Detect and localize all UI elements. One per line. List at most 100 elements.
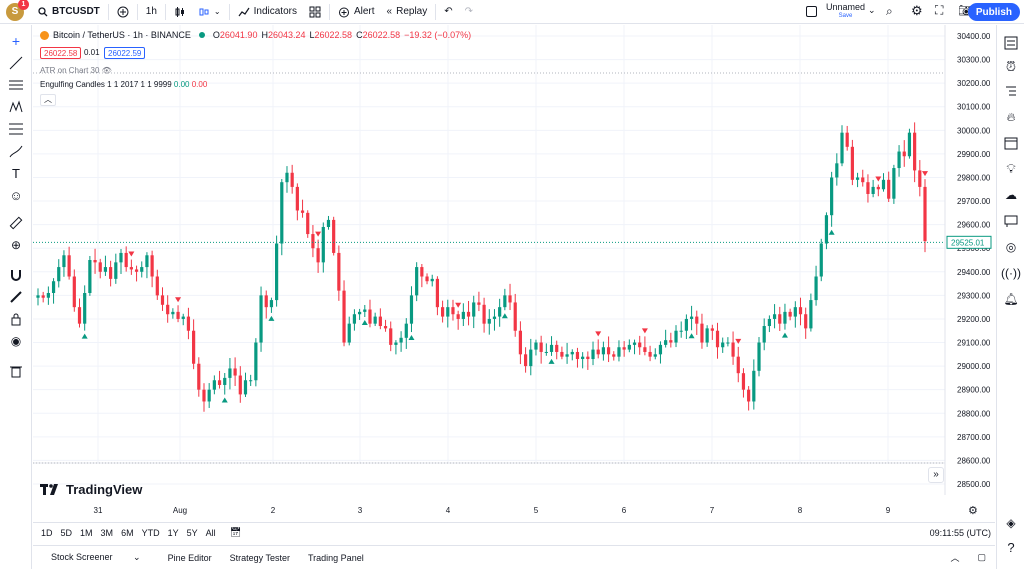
fullscreen-icon[interactable]: ⛶ [935,3,944,17]
tab-trading-panel[interactable]: Trading Panel [308,552,364,563]
maximize-panel-icon[interactable]: ▢ [977,552,986,562]
layout-name-button[interactable]: Unnamed Save [826,3,865,21]
candle-body [752,370,756,402]
timeframe-all[interactable]: All [205,527,216,538]
axis-settings-gear-icon[interactable]: ⚙ [968,505,978,517]
candle-body [498,307,502,317]
candle-body [731,342,735,357]
candle-body [119,252,123,263]
candle-body [741,373,746,390]
rewind-icon: « [386,6,393,17]
price-tick-label: 29300.00 [957,291,991,300]
alert-button[interactable]: Alert [332,0,381,24]
tab-strategy-tester[interactable]: Strategy Tester [229,552,290,563]
chart-type-button[interactable] [168,0,192,24]
price-tick-label: 29400.00 [957,268,991,277]
ruler-icon[interactable] [8,215,24,231]
candle-body [601,347,605,355]
timeframe-5d[interactable]: 5D [60,527,73,538]
scroll-to-realtime-button[interactable]: » [928,467,944,483]
timeframe-ytd[interactable]: YTD [141,527,160,538]
magnet-icon[interactable] [8,267,24,283]
atr-indicator-label[interactable]: ATR on Chart 30 👁︎ [40,66,112,75]
eye-icon[interactable]: ◉ [10,334,22,348]
notifications-bell-icon[interactable]: 🔔︎ [1003,292,1019,306]
candle-body [155,276,159,296]
trendline-icon[interactable] [8,55,24,71]
publish-button[interactable]: Publish [967,3,1020,21]
emoji-icon[interactable]: ☺ [9,187,23,203]
candle-body [326,219,331,227]
layout-chevron-icon[interactable]: ⌄ [868,5,876,15]
sell-price-box[interactable]: 26022.58 [40,47,82,59]
timeframe-5y[interactable]: 5Y [186,527,198,538]
compare-button[interactable] [111,0,135,24]
time-tick-label: 8 [798,506,803,515]
clock-label[interactable]: 09:11:55 (UTC) [929,527,991,538]
crosshair-icon[interactable]: + [11,33,21,49]
candle-body [300,210,305,213]
price-tick-label: 29200.00 [957,315,991,324]
brush-icon[interactable] [8,143,24,159]
timeframe-1y[interactable]: 1Y [167,527,179,538]
symbol-search-button[interactable]: BTCUSDT [32,0,106,24]
buy-price-box[interactable]: 26022.59 [104,47,146,59]
broadcast-icon[interactable]: ((·)) [1001,266,1021,280]
price-chart[interactable]: 30400.00 30300.00 30200.00 30100.00 30000.00… [33,25,995,520]
chat-icon[interactable] [1003,213,1019,229]
price-tick-label: 28700.00 [957,433,991,442]
pattern-icon[interactable] [8,99,24,115]
timeframe-1d[interactable]: 1D [41,527,53,538]
open-value: 26041.90 [219,30,258,40]
bearish-engulf-marker [175,297,182,303]
timeframe-6m[interactable]: 6M [121,527,134,538]
layers-icon[interactable]: ◈ [1006,516,1016,530]
fib-icon[interactable] [8,121,24,137]
watchlist-icon[interactable] [1003,35,1019,51]
interval-button[interactable]: 1h [145,6,157,17]
quick-search-icon[interactable]: ⌕ [886,4,893,18]
indicators-button[interactable]: Indicators [232,0,303,24]
bar-style-button[interactable]: ⌄ [192,0,227,24]
candle-body [835,163,839,178]
undo-button[interactable]: ↶ [438,0,458,24]
tab-pine-editor[interactable]: Pine Editor [167,552,212,563]
candle-body [202,389,206,402]
horizontal-lines-icon[interactable] [8,77,24,93]
eye-hidden-icon[interactable]: 👁︎ [101,66,112,75]
candle-body [492,316,497,319]
replay-button[interactable]: «Replay [381,0,434,24]
candle-body [88,260,92,294]
pencil-lock-icon[interactable] [8,289,24,305]
settings-gear-icon[interactable]: ⚙ [911,3,923,18]
alarm-clock-icon[interactable]: ⏰︎ [1005,59,1017,74]
zoom-in-icon[interactable]: ⊕ [10,238,22,252]
templates-button[interactable] [303,0,327,24]
bearish-engulf-marker [128,251,135,257]
goto-date-icon[interactable]: 📅︎ [229,527,242,537]
tab-stock-screener[interactable]: Stock Screener ⌄ [33,552,159,563]
text-tool-icon[interactable]: T [12,165,20,181]
widget-toolbar: ⏰︎ 🔥︎ 💡︎ ☁ ◎ ((·)) 🔔︎ ◈ ? [996,25,1024,569]
candle-body [913,132,917,171]
candle-body [243,380,248,395]
calendar-icon[interactable] [1003,135,1019,151]
timeframe-1m[interactable]: 1M [80,527,93,538]
collapse-legend-button[interactable]: ︿ [40,94,56,106]
timeframe-3m[interactable]: 3M [100,527,114,538]
expand-panel-icon[interactable]: ︿ [950,553,960,563]
help-icon[interactable]: ? [1007,539,1015,555]
object-tree-icon[interactable] [1003,83,1019,99]
ideas-bulb-icon[interactable]: 💡︎ [1006,161,1016,176]
trash-icon[interactable] [8,363,24,379]
redo-button[interactable]: ↷ [459,0,479,24]
candle-body [648,351,652,357]
lock-icon[interactable] [8,311,24,327]
layout-select-checkbox[interactable] [806,6,817,17]
signals-icon[interactable]: ◎ [1005,240,1017,254]
streams-icon[interactable]: ☁ [1005,188,1017,202]
price-tick-label: 30000.00 [957,126,991,135]
hotlist-fire-icon[interactable]: 🔥︎ [1006,109,1016,124]
engulfing-indicator-label[interactable]: Engulfing Candles 1 1 2017 1 1 9999 0.00… [40,80,208,89]
